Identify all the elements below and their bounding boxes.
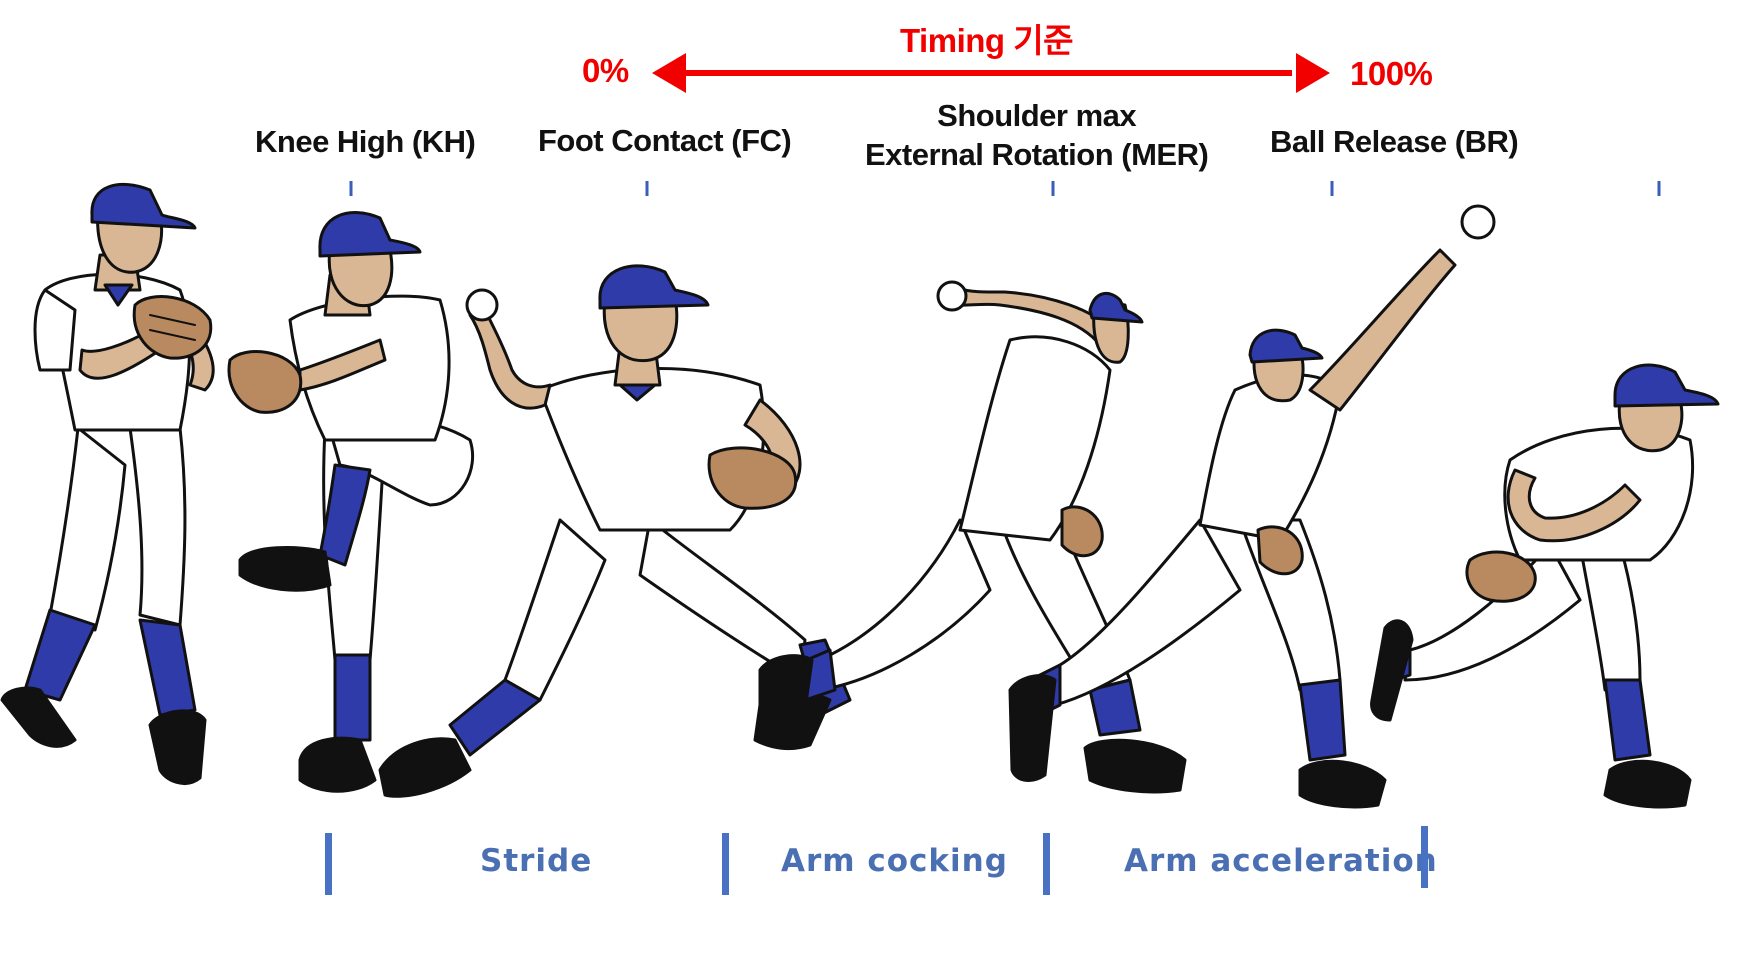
event-label-kh: Knee High (KH) [255, 124, 476, 159]
phase-label-arm-cocking: Arm cocking [781, 843, 1008, 879]
event-label-fc: Foot Contact (FC) [538, 123, 792, 158]
phase-bar [722, 833, 729, 895]
event-label-mer-line1: Shoulder max [937, 98, 1137, 133]
pitcher-figure-knee-high [227, 211, 475, 793]
timing-arrow [652, 53, 1330, 93]
phase-bar [1043, 833, 1050, 895]
event-label-br: Ball Release (BR) [1270, 124, 1519, 159]
phase-bar [1421, 826, 1428, 888]
pitcher-figure-set-position [0, 182, 215, 785]
timing-title: Timing 기준 [900, 22, 1073, 59]
pitcher-figure-follow-through [1370, 363, 1720, 809]
phase-label-arm-acceleration: Arm acceleration [1124, 843, 1438, 879]
event-label-mer: Shoulder max External Rotation (MER) [865, 97, 1209, 175]
arrow-head-left [652, 53, 686, 93]
phase-bar [325, 833, 332, 895]
pitcher-figure-foot-contact [378, 264, 852, 798]
phase-dividers [325, 826, 1428, 895]
phase-label-stride: Stride [480, 843, 593, 879]
pitcher-figure-ball-release [1008, 204, 1496, 809]
arrow-head-right [1296, 53, 1330, 93]
timing-end-label: 100% [1350, 55, 1433, 92]
event-label-mer-line2: External Rotation (MER) [865, 136, 1209, 172]
event-ticks [349, 181, 1661, 196]
ball [1460, 204, 1496, 240]
timing-start-label: 0% [582, 52, 629, 89]
